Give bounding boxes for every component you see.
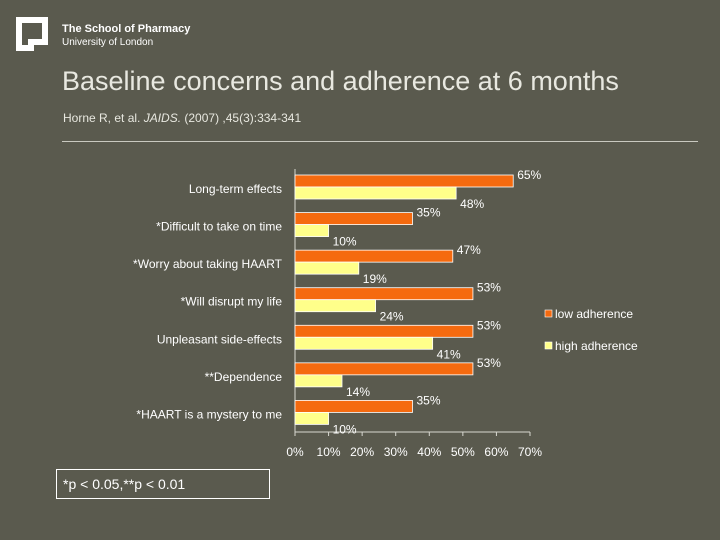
category-label: Long-term effects [189,182,282,196]
x-tick-label: 10% [317,445,341,459]
bar-low-adherence [294,400,413,413]
category-label: *HAART is a mystery to me [136,407,282,421]
citation-details: (2007) ,45(3):334-341 [181,111,302,125]
title-divider [62,141,698,142]
data-label: 24% [380,310,404,324]
category-label: Unpleasant side-effects [157,332,282,346]
citation: Horne R, et al. JAIDS. (2007) ,45(3):334… [63,111,301,125]
data-label: 10% [333,422,357,436]
school-name-line1: The School of Pharmacy [62,23,191,35]
x-tick-label: 50% [451,445,475,459]
data-label: 53% [477,318,501,332]
bar-low-adherence [294,287,474,301]
data-label: 53% [477,281,501,295]
legend-swatch [544,341,553,350]
data-label: 48% [460,197,484,211]
bar-low-adherence [294,174,514,188]
x-tick-label: 0% [286,445,304,459]
data-label: 14% [346,385,370,399]
bar-high-adherence [294,261,360,275]
bar-high-adherence [294,299,376,313]
x-tick-label: 40% [417,445,441,459]
bar-high-adherence [294,224,329,237]
x-tick-label: 60% [484,445,508,459]
category-label: *Will disrupt my life [181,295,283,309]
bar-high-adherence [294,412,329,425]
data-label: 10% [333,235,357,249]
school-name-line2: University of London [62,37,154,48]
x-tick-label: 70% [518,445,542,459]
slide-title: Baseline concerns and adherence at 6 mon… [62,66,619,96]
bar-low-adherence [294,362,474,376]
legend-swatch [544,309,553,318]
citation-journal: JAIDS. [143,111,182,125]
data-label: 65% [517,168,541,182]
legend-label: low adherence [555,307,633,321]
citation-authors: Horne R, et al. [63,111,144,125]
bar-high-adherence [294,186,457,200]
category-label: *Difficult to take on time [156,220,282,234]
category-label: *Worry about taking HAART [133,257,283,271]
category-label: **Dependence [205,370,283,384]
x-tick-label: 30% [384,445,408,459]
data-label: 19% [363,272,387,286]
bar-low-adherence [294,212,413,225]
data-label: 35% [417,393,441,407]
data-label: 35% [417,206,441,220]
bar-low-adherence [294,324,474,338]
bar-high-adherence [294,374,343,388]
legend-label: high adherence [555,339,638,353]
bar-high-adherence [294,336,434,350]
data-label: 53% [477,356,501,370]
data-label: 41% [437,347,461,361]
data-label: 47% [457,243,481,257]
significance-note: *p < 0.05,**p < 0.01 [56,469,270,499]
bar-low-adherence [294,249,454,263]
school-name: The School of Pharmacy University of Lon… [62,23,190,49]
x-tick-label: 20% [350,445,374,459]
school-logo [14,15,50,53]
